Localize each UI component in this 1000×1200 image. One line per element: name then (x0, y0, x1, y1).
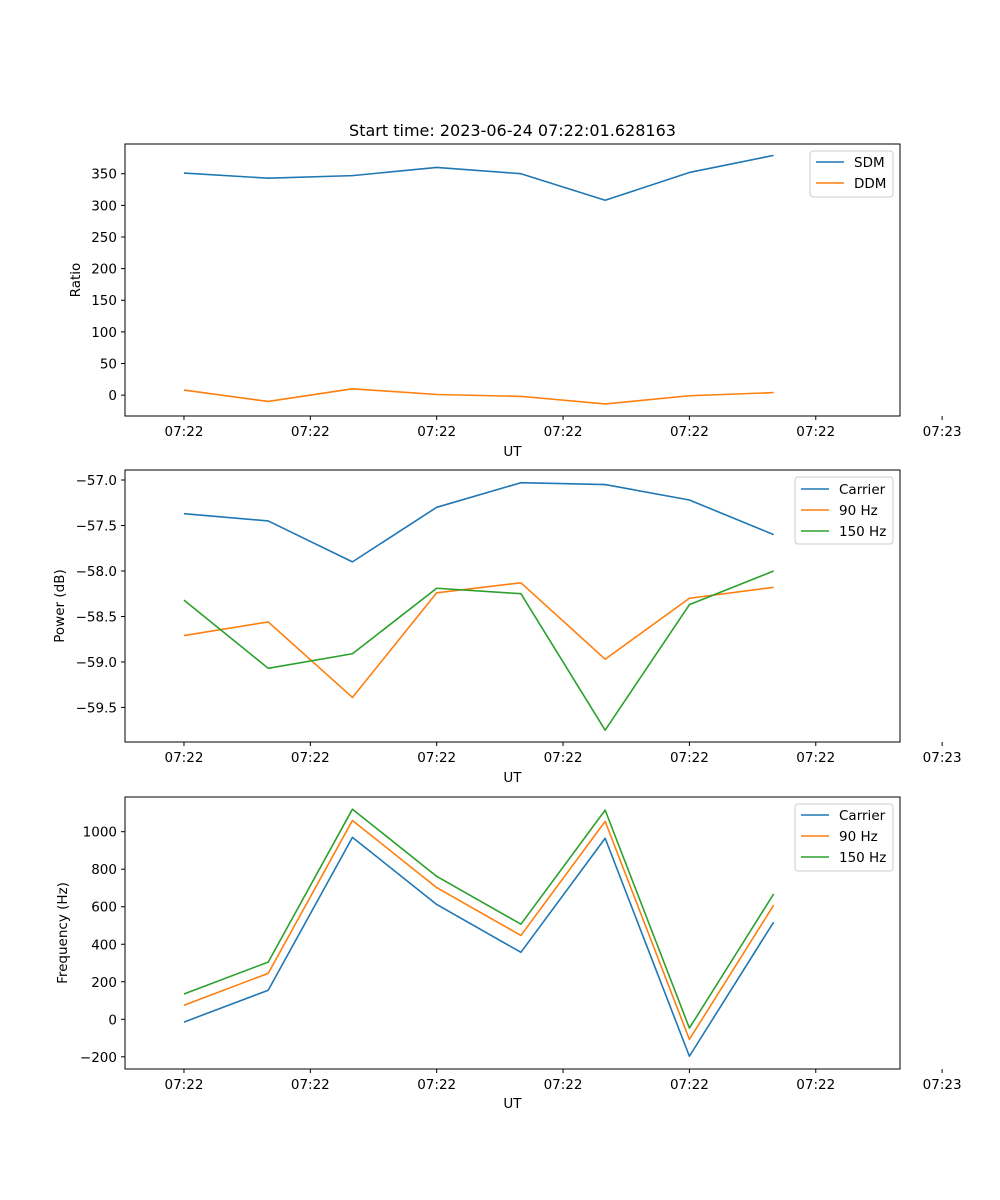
x-tick-label: 07:22 (796, 424, 835, 440)
y-tick-label: 1000 (83, 825, 117, 841)
y-tick-label: 200 (91, 262, 117, 278)
x-tick-label: 07:22 (417, 1077, 456, 1093)
y-tick-label: 600 (91, 900, 117, 916)
series-line-ddm (183, 387, 774, 405)
x-tick-label: 07:22 (670, 1077, 709, 1093)
series-lines (183, 481, 774, 731)
legend-box (794, 476, 894, 545)
plot-area (124, 143, 901, 417)
legend-label-carrier: Carrier (839, 808, 886, 824)
x-tick-label: 07:22 (796, 1077, 835, 1093)
y-tick-label: 400 (91, 937, 117, 953)
y-tick-label: 100 (91, 325, 117, 341)
legend-label-90hz: 90 Hz (839, 503, 878, 519)
series-line-carrier (183, 481, 774, 563)
series-lines (183, 808, 775, 1058)
x-axis-label: UT (503, 444, 522, 460)
x-tick-label: 07:22 (544, 1077, 583, 1093)
x-tick-label: 07:22 (165, 750, 204, 766)
x-axis: 07:22 07:22 07:22 07:22 07:22 07:22 07:23 (165, 742, 962, 766)
panel-ratio: Start time: 2023-06-24 07:22:01.628163 0… (68, 121, 962, 460)
y-tick-label: 150 (91, 293, 117, 309)
series-line-90-hz (183, 819, 775, 1041)
y-tick-label: −57.5 (76, 518, 117, 534)
plot-area (124, 469, 901, 743)
chart-title: Start time: 2023-06-24 07:22:01.628163 (349, 121, 676, 140)
x-tick-label: 07:23 (923, 750, 962, 766)
y-tick-label: 50 (100, 356, 117, 372)
x-tick-label: 07:22 (165, 1077, 204, 1093)
y-tick-label: 300 (91, 198, 117, 214)
x-tick-label: 07:22 (291, 1077, 330, 1093)
y-axis-label: Ratio (68, 263, 84, 298)
y-tick-label: −58.5 (76, 609, 117, 625)
legend-label-150hz: 150 Hz (839, 850, 886, 866)
y-tick-label: −200 (80, 1050, 117, 1066)
y-tick-label: 250 (91, 230, 117, 246)
x-axis: 07:22 07:22 07:22 07:22 07:22 07:22 07:23 (165, 416, 962, 440)
y-tick-label: 0 (108, 1012, 117, 1028)
y-tick-label: 200 (91, 975, 117, 991)
x-axis: 07:22 07:22 07:22 07:22 07:22 07:22 07:23 (165, 1069, 962, 1093)
y-tick-label: −57.0 (76, 473, 117, 489)
series-line-150-hz (183, 570, 774, 731)
legend: SDM DDM (809, 150, 894, 198)
x-tick-label: 07:22 (291, 750, 330, 766)
panel-power: −59.5−59.0−58.5−58.0−57.5−57.0 07:22 07:2… (52, 469, 962, 786)
y-tick-label: −59.5 (76, 700, 117, 716)
series-line-sdm (183, 154, 774, 202)
x-axis-label: UT (503, 770, 522, 786)
x-tick-label: 07:22 (670, 750, 709, 766)
series-lines (183, 154, 774, 405)
series-line-150-hz (183, 808, 775, 1029)
x-tick-label: 07:22 (670, 424, 709, 440)
y-axis-label: Frequency (Hz) (55, 882, 71, 984)
x-tick-label: 07:22 (544, 424, 583, 440)
y-tick-label: 800 (91, 862, 117, 878)
legend: Carrier 90 Hz 150 Hz (794, 803, 894, 872)
y-axis: −59.5 −59.0 −58.5 −58.0 −57.5 −57.0 (76, 473, 125, 716)
plot-area (124, 796, 901, 1070)
y-axis: −200 0 200 400 600 800 1000 (80, 825, 125, 1066)
legend-label-carrier: Carrier (839, 482, 886, 498)
x-tick-label: 07:22 (165, 424, 204, 440)
x-tick-label: 07:22 (796, 750, 835, 766)
y-tick-label: −58.0 (76, 564, 117, 580)
legend-label-sdm: SDM (854, 155, 885, 171)
y-axis: 0 50 100 150 200 250 300 350 (91, 167, 125, 404)
x-tick-label: 07:23 (923, 1077, 962, 1093)
legend-label-150hz: 150 Hz (839, 524, 886, 540)
legend-label-ddm: DDM (854, 176, 886, 192)
y-tick-label: 0 (108, 388, 117, 404)
x-axis-label: UT (503, 1096, 522, 1112)
x-tick-label: 07:22 (544, 750, 583, 766)
series-line-carrier (183, 836, 775, 1058)
y-axis-label: Power (dB) (52, 569, 68, 642)
x-tick-label: 07:22 (417, 424, 456, 440)
legend: Carrier 90 Hz 150 Hz (794, 476, 894, 545)
x-tick-label: 07:22 (417, 750, 456, 766)
legend-box (794, 803, 894, 872)
y-tick-label: −59.0 (76, 655, 117, 671)
x-tick-label: 07:22 (291, 424, 330, 440)
series-line-90-hz (183, 582, 774, 699)
x-tick-label: 07:23 (923, 424, 962, 440)
y-tick-label: 350 (91, 167, 117, 183)
legend-label-90hz: 90 Hz (839, 829, 878, 845)
